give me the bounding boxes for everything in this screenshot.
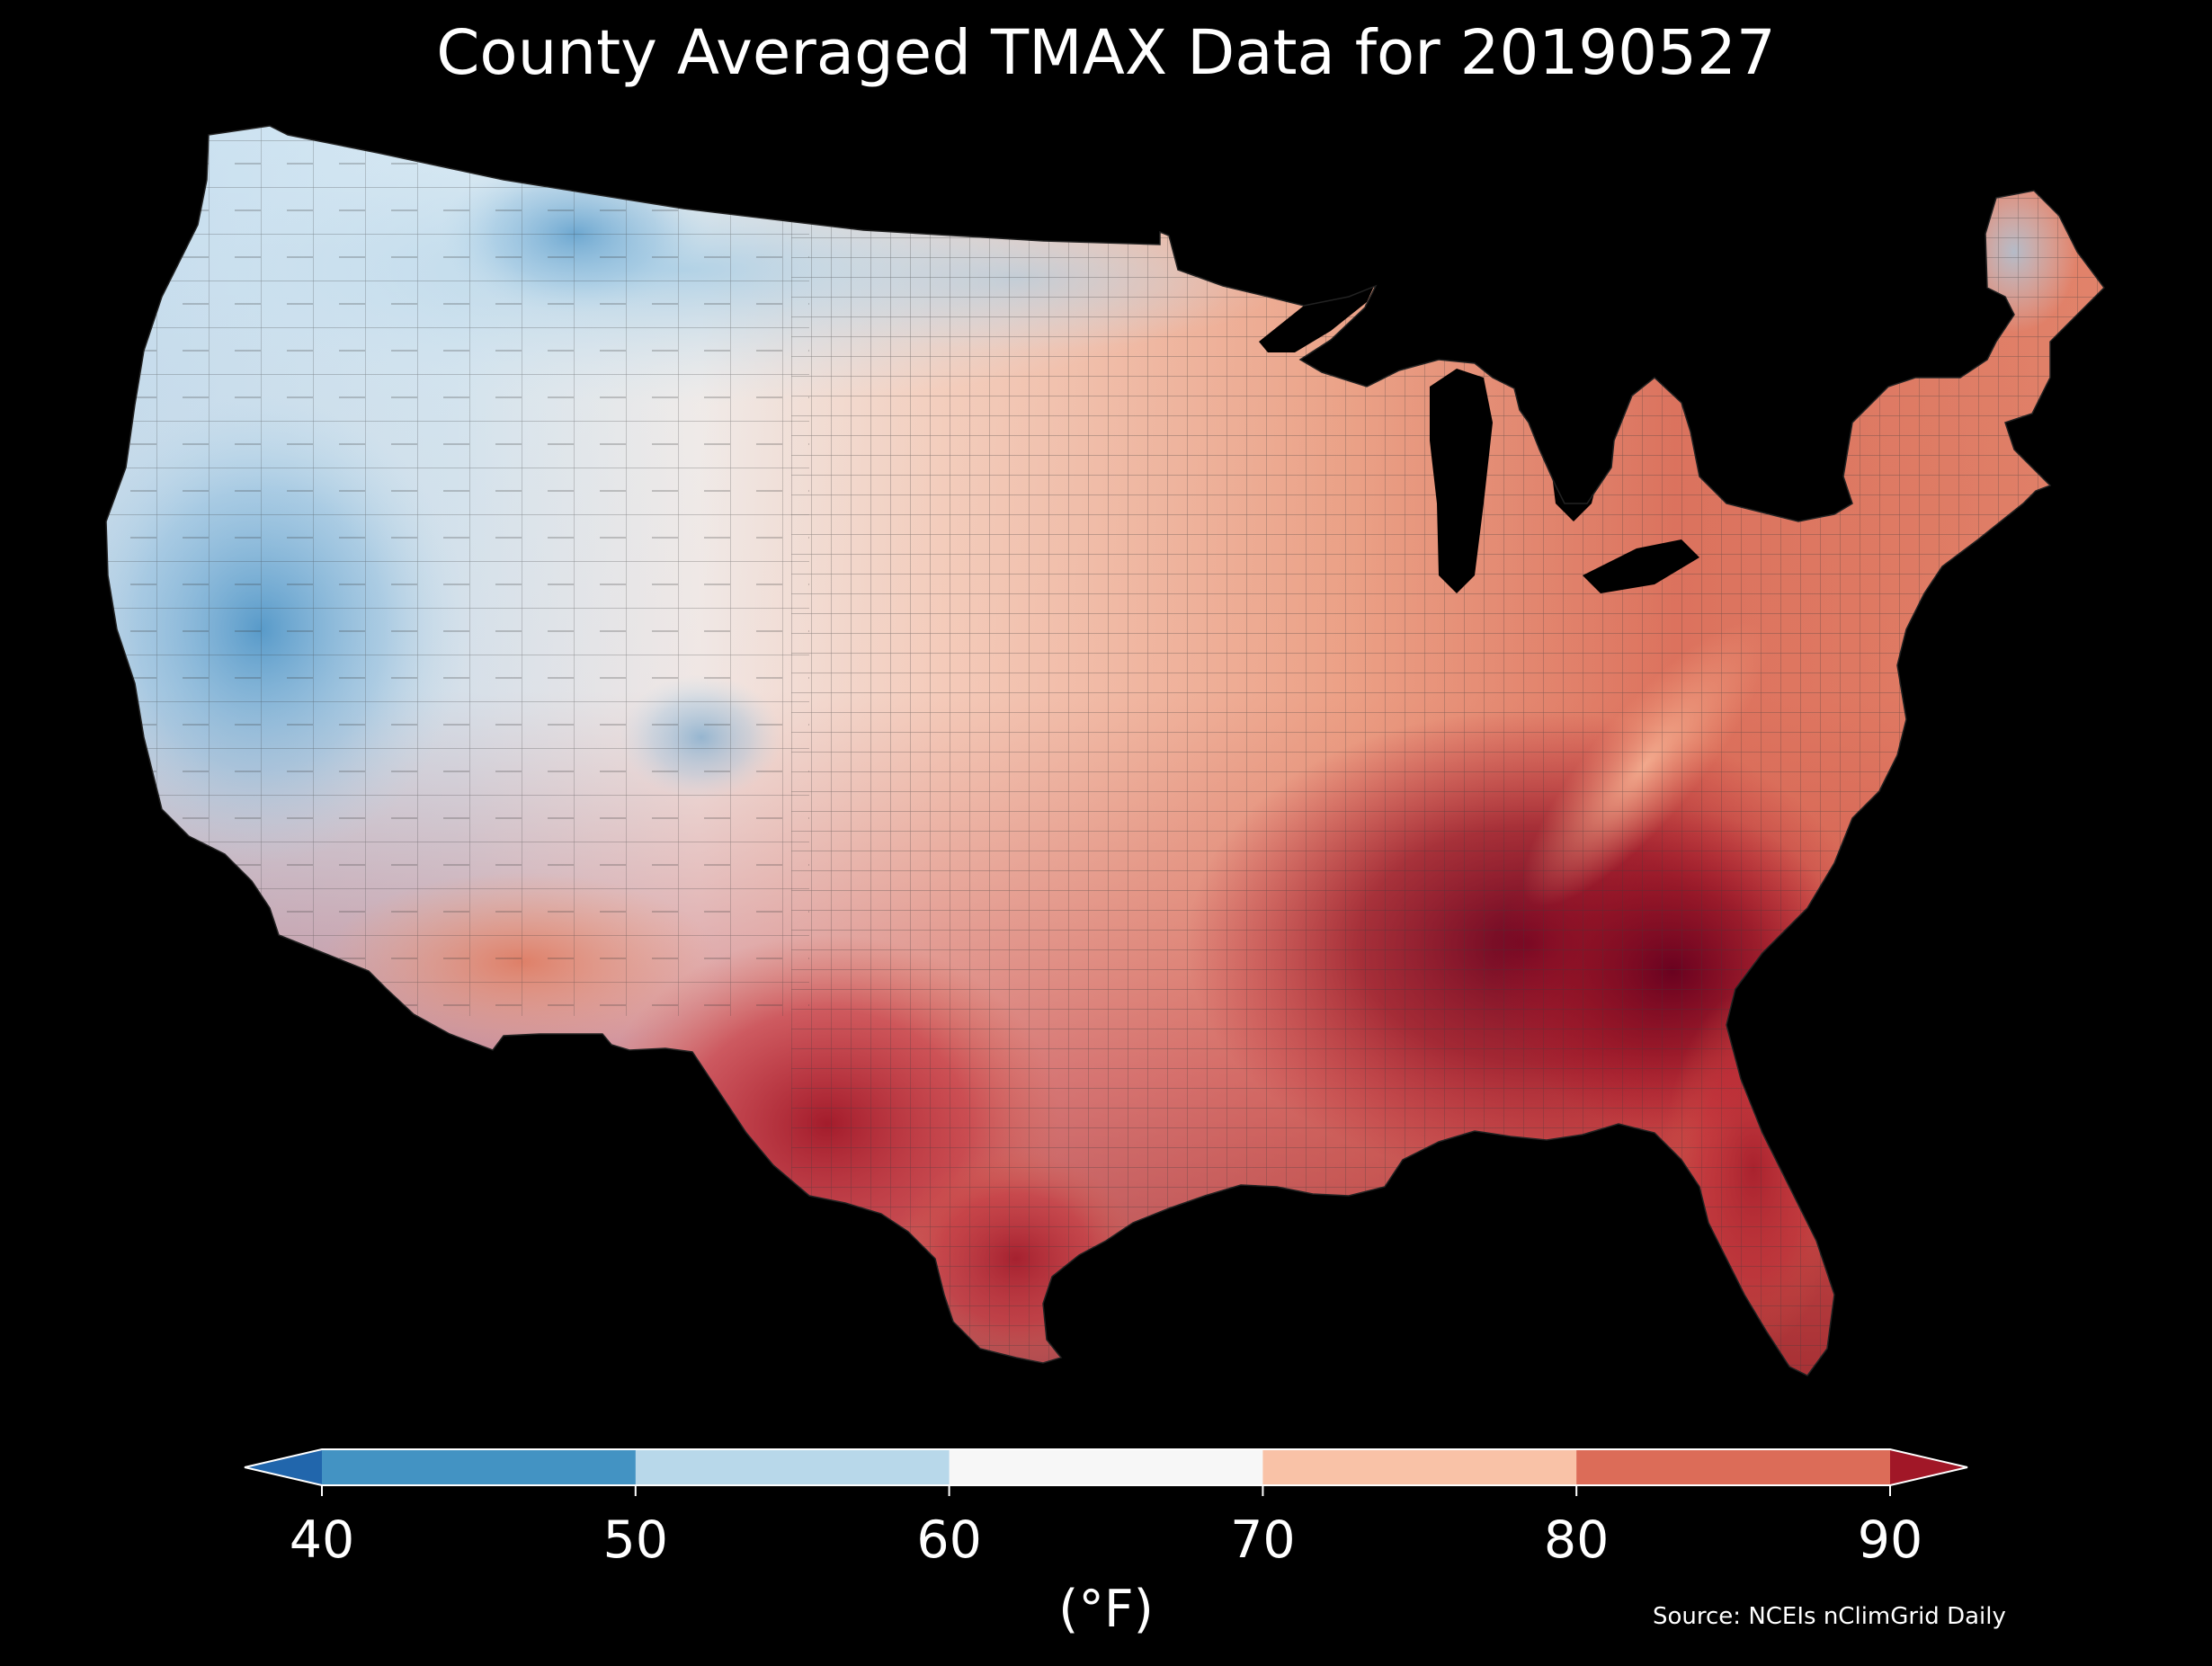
colorbar-bin: [1576, 1449, 1891, 1485]
colorbar-bin: [245, 1449, 322, 1485]
colorbar-bin: [635, 1449, 950, 1485]
county-fill-layer: [106, 126, 2104, 1376]
great-lakes: [1259, 282, 1789, 593]
colorbar-bin: [949, 1449, 1263, 1485]
colorbar: [244, 1448, 1968, 1496]
colorbar-tick-label: 50: [602, 1510, 669, 1570]
colorbar-bin: [322, 1449, 637, 1485]
map-title: County Averaged TMAX Data for 20190527: [436, 17, 1776, 89]
colorbar-tick-label: 70: [1230, 1510, 1296, 1570]
colorbar-tick-label: 60: [916, 1510, 982, 1570]
colorbar-tick-label: 90: [1857, 1510, 1923, 1570]
colorbar-bin: [1890, 1449, 1967, 1485]
source-note: Source: NCEIs nClimGrid Daily: [1653, 1603, 2006, 1630]
colorbar-tick-label: 80: [1543, 1510, 1610, 1570]
colorbar-unit-label: (°F): [1058, 1580, 1154, 1639]
colorbar-tick-label: 40: [289, 1510, 355, 1570]
colorbar-bin: [1262, 1449, 1577, 1485]
